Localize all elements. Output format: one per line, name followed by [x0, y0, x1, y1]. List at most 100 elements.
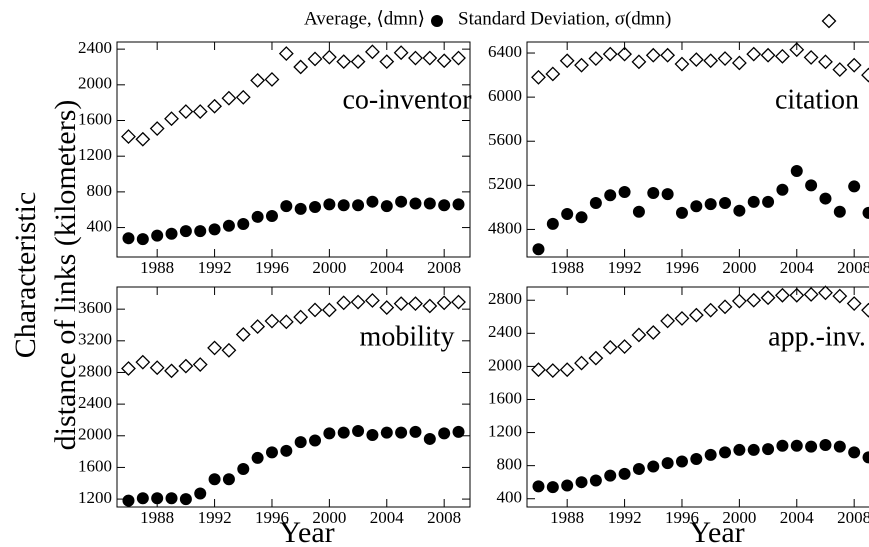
y-tick-label: 400 — [87, 216, 113, 235]
point — [645, 47, 661, 63]
y-tick-label: 3200 — [78, 330, 112, 349]
point — [790, 165, 803, 177]
point — [122, 232, 135, 245]
point — [775, 48, 790, 64]
point — [675, 455, 688, 468]
legend-label: Standard Deviation, σ(dmn) — [458, 8, 671, 29]
y-tick-label: 1600 — [78, 109, 112, 128]
point — [365, 44, 380, 60]
point — [760, 47, 776, 63]
point — [122, 494, 135, 507]
point — [588, 350, 604, 366]
point — [731, 55, 747, 71]
point — [731, 293, 747, 309]
x-tick-label: 2008 — [837, 508, 869, 527]
point — [222, 473, 235, 486]
y-tick-label: 2000 — [78, 425, 112, 444]
point — [309, 434, 322, 447]
point — [861, 302, 869, 318]
point — [704, 198, 717, 211]
point — [149, 121, 165, 136]
point — [733, 204, 746, 217]
x-tick-label: 2008 — [837, 258, 869, 277]
point — [647, 460, 660, 473]
point — [323, 427, 336, 440]
point — [790, 439, 803, 452]
y-tick-label: 2400 — [488, 322, 522, 341]
point — [660, 313, 676, 329]
y-tick-label: 5200 — [488, 174, 522, 193]
point — [307, 51, 323, 67]
point — [136, 233, 149, 246]
x-tick-label: 1996 — [665, 508, 699, 527]
point — [747, 443, 760, 456]
point — [366, 195, 379, 208]
point — [805, 440, 818, 453]
point — [149, 360, 165, 376]
x-tick-label: 2004 — [780, 258, 815, 277]
point — [409, 425, 422, 438]
point — [589, 196, 602, 209]
point — [803, 287, 819, 302]
point — [861, 67, 869, 83]
y-tick-label: 2400 — [78, 393, 112, 412]
point — [164, 111, 179, 127]
point — [178, 104, 194, 120]
x-tick-label: 2004 — [370, 508, 405, 527]
point — [746, 292, 762, 308]
point — [833, 440, 846, 453]
point — [208, 223, 221, 236]
point — [862, 451, 869, 464]
point — [379, 300, 395, 315]
point — [703, 53, 719, 69]
point — [559, 362, 575, 378]
point — [237, 217, 250, 230]
point — [588, 51, 604, 66]
point — [618, 467, 631, 480]
point — [832, 62, 848, 77]
x-tick-label: 2000 — [722, 508, 756, 527]
y-tick-label: 1600 — [488, 388, 522, 407]
point — [832, 288, 848, 304]
point — [574, 355, 589, 371]
point — [574, 57, 589, 73]
point — [436, 53, 452, 69]
point — [293, 309, 309, 325]
point — [352, 425, 365, 438]
point — [661, 457, 674, 470]
chart-area: Average, ⟨dmn⟩ Standard Deviation, σ(dmn… — [9, 8, 869, 547]
point — [250, 72, 266, 88]
y-tick-label: 3600 — [78, 298, 112, 317]
panel-label: app.-inv. — [768, 321, 866, 352]
point — [631, 54, 647, 70]
x-tick-label: 1992 — [198, 258, 232, 277]
point — [151, 492, 164, 505]
plot-frame — [116, 286, 471, 508]
legend-marker — [821, 13, 837, 29]
point — [235, 327, 251, 342]
point — [408, 296, 423, 312]
point — [422, 50, 438, 66]
point — [589, 474, 602, 487]
x-tick-label: 1992 — [608, 508, 642, 527]
point — [264, 313, 280, 329]
point — [194, 487, 207, 500]
plot-frame — [526, 286, 869, 508]
point — [265, 209, 278, 222]
point — [690, 453, 703, 466]
x-tick-label: 1988 — [140, 258, 174, 277]
point — [395, 195, 408, 208]
x-axis-label: Year — [279, 516, 334, 547]
point — [135, 354, 151, 370]
point — [235, 89, 251, 105]
point — [575, 476, 588, 489]
legend-marker — [431, 15, 443, 27]
y-tick-label: 1200 — [78, 145, 112, 164]
point — [135, 131, 151, 147]
point — [848, 446, 861, 459]
point — [848, 180, 861, 193]
point — [222, 219, 235, 232]
point — [746, 46, 762, 62]
point — [632, 205, 645, 218]
